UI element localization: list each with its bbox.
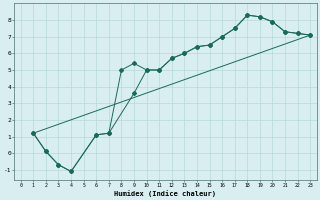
X-axis label: Humidex (Indice chaleur): Humidex (Indice chaleur) — [115, 190, 217, 197]
